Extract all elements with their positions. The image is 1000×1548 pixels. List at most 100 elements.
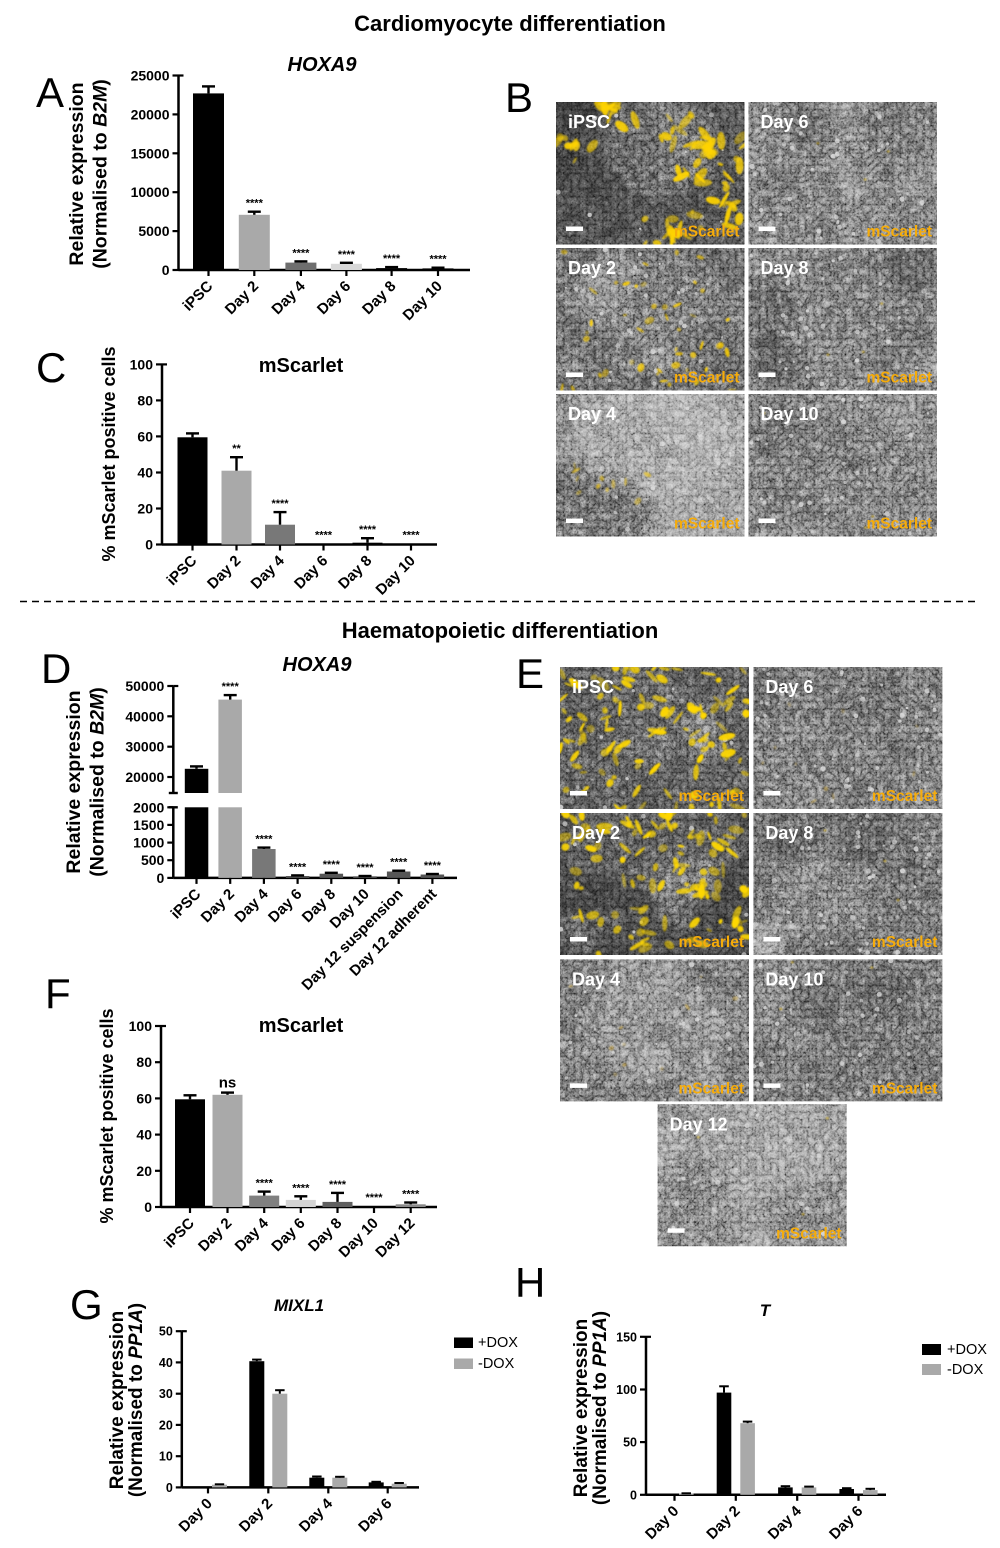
svg-text:H: H: [515, 1259, 545, 1306]
svg-text:0: 0: [157, 870, 165, 886]
svg-text:10000: 10000: [131, 184, 170, 200]
svg-text:50000: 50000: [125, 678, 164, 694]
svg-text:mScarlet: mScarlet: [259, 355, 344, 377]
svg-text:(Normalised to B2M): (Normalised to B2M): [90, 79, 112, 269]
svg-text:20: 20: [136, 1163, 152, 1179]
svg-text:HOXA9: HOXA9: [283, 654, 353, 676]
svg-text:0: 0: [162, 262, 170, 278]
svg-text:****: ****: [424, 860, 442, 872]
svg-text:mScarlet: mScarlet: [679, 934, 744, 951]
svg-text:****: ****: [365, 1192, 383, 1204]
svg-text:20000: 20000: [131, 106, 170, 122]
svg-text:Day 12: Day 12: [670, 1114, 728, 1134]
svg-text:mScarlet: mScarlet: [872, 788, 937, 805]
svg-text:****: ****: [356, 862, 374, 874]
svg-text:0: 0: [166, 1481, 173, 1495]
svg-text:Relative expression: Relative expression: [66, 82, 88, 265]
svg-text:****: ****: [289, 861, 307, 873]
svg-text:0: 0: [144, 1199, 152, 1215]
svg-text:Day 8: Day 8: [765, 823, 813, 843]
svg-text:mScarlet: mScarlet: [679, 788, 744, 805]
svg-text:-DOX: -DOX: [478, 1356, 515, 1372]
svg-text:20000: 20000: [125, 769, 164, 785]
svg-text:mScarlet: mScarlet: [867, 516, 932, 533]
svg-text:****: ****: [402, 530, 420, 542]
svg-text:50: 50: [159, 1325, 173, 1339]
svg-text:iPSC: iPSC: [572, 677, 614, 697]
svg-text:****: ****: [402, 1189, 420, 1201]
svg-text:****: ****: [323, 859, 341, 871]
svg-text:iPSC: iPSC: [568, 112, 610, 132]
svg-text:100: 100: [129, 1018, 153, 1034]
svg-text:60: 60: [136, 1090, 152, 1106]
svg-text:****: ****: [292, 1182, 310, 1194]
svg-text:****: ****: [429, 254, 447, 266]
svg-text:mScarlet: mScarlet: [679, 1080, 744, 1097]
svg-text:HOXA9: HOXA9: [288, 54, 358, 76]
svg-text:150: 150: [616, 1330, 637, 1344]
svg-text:50: 50: [623, 1436, 637, 1450]
svg-text:40: 40: [136, 1127, 152, 1143]
svg-text:40: 40: [137, 465, 153, 481]
svg-text:mScarlet: mScarlet: [674, 516, 739, 533]
svg-text:****: ****: [292, 247, 310, 259]
svg-text:Day 2: Day 2: [572, 823, 620, 843]
svg-text:G: G: [70, 1281, 103, 1328]
svg-text:****: ****: [329, 1179, 347, 1191]
svg-text:****: ****: [222, 681, 240, 693]
svg-text:Day 4: Day 4: [572, 969, 620, 989]
svg-text:E: E: [516, 650, 544, 697]
svg-text:A: A: [36, 69, 64, 116]
svg-text:**: **: [232, 443, 241, 455]
svg-text:****: ****: [383, 253, 401, 265]
svg-text:(Normalised to PP1A): (Normalised to PP1A): [126, 1303, 147, 1497]
svg-text:% mScarlet positive cells: % mScarlet positive cells: [99, 346, 119, 561]
svg-text:20: 20: [137, 501, 153, 517]
svg-text:Relative expression: Relative expression: [63, 690, 85, 873]
svg-text:mScarlet: mScarlet: [872, 1080, 937, 1097]
svg-text:mScarlet: mScarlet: [259, 1015, 344, 1037]
svg-text:Cardiomyocyte differentiation: Cardiomyocyte differentiation: [354, 11, 666, 36]
svg-text:ns: ns: [219, 1075, 237, 1092]
svg-text:80: 80: [137, 393, 153, 409]
svg-text:30000: 30000: [125, 739, 164, 755]
svg-text:+DOX: +DOX: [478, 1335, 518, 1351]
svg-text:T: T: [760, 1301, 772, 1320]
svg-text:Day 8: Day 8: [761, 258, 809, 278]
svg-text:****: ****: [256, 1178, 274, 1190]
svg-text:Day 10: Day 10: [761, 404, 819, 424]
svg-text:mScarlet: mScarlet: [776, 1225, 841, 1242]
svg-text:****: ****: [338, 249, 356, 261]
svg-text:80: 80: [136, 1054, 152, 1070]
svg-text:MIXL1: MIXL1: [274, 1296, 324, 1315]
svg-text:10: 10: [159, 1450, 173, 1464]
svg-text:****: ****: [255, 834, 273, 846]
svg-text:100: 100: [130, 356, 154, 372]
svg-text:Day 6: Day 6: [765, 677, 813, 697]
svg-text:****: ****: [246, 198, 264, 210]
svg-text:0: 0: [630, 1488, 637, 1502]
svg-text:****: ****: [359, 524, 377, 536]
svg-text:0: 0: [145, 537, 153, 553]
svg-text:mScarlet: mScarlet: [867, 224, 932, 241]
svg-text:****: ****: [271, 498, 289, 510]
svg-text:5000: 5000: [138, 223, 169, 239]
svg-text:25000: 25000: [131, 68, 170, 84]
svg-text:15000: 15000: [131, 145, 170, 161]
svg-text:100: 100: [616, 1383, 637, 1397]
svg-text:C: C: [36, 344, 66, 391]
svg-text:40: 40: [159, 1356, 173, 1370]
svg-text:Relative expression: Relative expression: [571, 1319, 592, 1497]
svg-text:mScarlet: mScarlet: [674, 224, 739, 241]
svg-text:****: ****: [390, 857, 408, 869]
svg-text:Day 10: Day 10: [765, 969, 823, 989]
svg-text:40000: 40000: [125, 708, 164, 724]
svg-text:D: D: [41, 645, 71, 692]
svg-text:Day 6: Day 6: [761, 112, 809, 132]
svg-text:mScarlet: mScarlet: [674, 370, 739, 387]
svg-text:mScarlet: mScarlet: [867, 370, 932, 387]
svg-text:30: 30: [159, 1387, 173, 1401]
svg-text:****: ****: [315, 530, 333, 542]
svg-text:500: 500: [141, 852, 165, 868]
svg-text:Day 2: Day 2: [568, 258, 616, 278]
